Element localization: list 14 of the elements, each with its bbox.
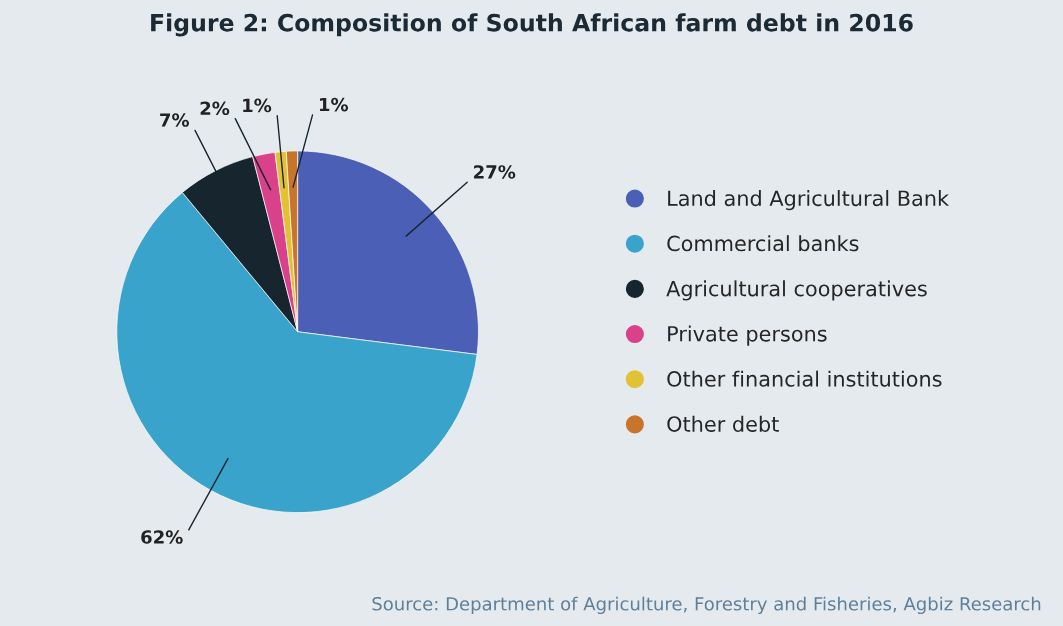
legend-label: Commercial banks — [667, 235, 859, 252]
data-label: 1% — [319, 97, 349, 112]
data-label: 62% — [141, 530, 183, 544]
legend-label: Other financial institutions — [667, 370, 942, 387]
legend-label: Land and Agricultural Bank — [668, 190, 950, 211]
legend-label: Private persons — [668, 325, 827, 346]
data-label: 27% — [474, 165, 516, 179]
data-label: 7% — [160, 113, 190, 127]
source-note: Source: Department of Agriculture, Forestry and Fisheries, Agbiz Research — [372, 596, 1041, 615]
legend-label: Other debt — [667, 415, 779, 432]
data-label: 1% — [243, 98, 272, 113]
legend-label: Agricultural cooperatives — [666, 280, 927, 301]
data-label: 2% — [200, 101, 230, 116]
chart-title: Figure 2: Composition of South African farm debt in 2016 — [151, 13, 913, 37]
